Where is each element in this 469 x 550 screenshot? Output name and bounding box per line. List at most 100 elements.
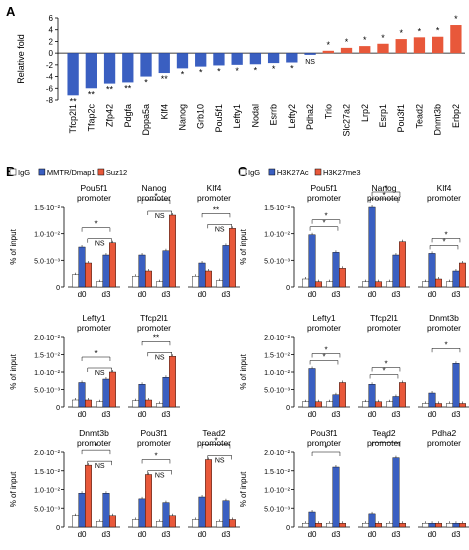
plot-title: Dnmt3b xyxy=(79,428,109,438)
bar xyxy=(222,500,230,528)
bar xyxy=(452,270,460,288)
a-category-label: Slc27a2 xyxy=(342,104,352,137)
bar xyxy=(386,401,393,408)
group-label: d0 xyxy=(308,530,317,539)
a-category-label: Nanog xyxy=(177,104,187,131)
group-label: d3 xyxy=(452,530,461,539)
group-label: d0 xyxy=(308,410,317,419)
a-y-tick-label: 4 xyxy=(49,26,54,35)
significance-label: NS xyxy=(95,370,105,377)
bar xyxy=(392,254,400,288)
bar xyxy=(78,493,86,528)
bar xyxy=(315,281,322,288)
legend-swatch xyxy=(239,168,247,176)
a-category-label: Dppa5a xyxy=(141,104,151,136)
significance-label: * xyxy=(94,349,97,358)
y-tick-label: 1.0·10⁻² xyxy=(34,370,61,377)
bar xyxy=(446,403,453,408)
significance-label: NS xyxy=(95,463,105,470)
significance-label: NS xyxy=(95,241,105,248)
a-significance: * xyxy=(254,65,258,75)
y-tick-label: 0 xyxy=(56,285,60,292)
significance-label: * xyxy=(154,452,157,461)
bar xyxy=(435,523,442,528)
group-label: d3 xyxy=(392,530,401,539)
group-label: d0 xyxy=(368,290,377,299)
y-tick-label: 5.0·10⁻³ xyxy=(264,258,291,265)
a-bar xyxy=(67,53,79,96)
a-significance: * xyxy=(381,33,385,43)
a-category-label: Zfp42 xyxy=(105,104,115,127)
a-category-label: Tfcp2l1 xyxy=(68,104,78,134)
y-tick-label: 1.0·10⁻² xyxy=(34,232,61,239)
a-significance: * xyxy=(144,78,148,88)
bar xyxy=(72,274,79,288)
a-category-label: Lrp2 xyxy=(360,104,370,122)
a-significance: * xyxy=(363,35,367,45)
bar xyxy=(422,281,429,288)
significance-bracket xyxy=(147,352,172,357)
group-label: d0 xyxy=(78,290,87,299)
significance-bracket xyxy=(87,238,112,243)
significance-label: NS xyxy=(215,226,225,233)
plot-title: Tfcp2l1 xyxy=(140,313,168,323)
legend-label: MMTR/Dmap1 xyxy=(47,168,96,177)
significance-bracket xyxy=(371,442,401,447)
a-category-label: Tfap2c xyxy=(86,104,96,132)
bar xyxy=(72,399,79,408)
significance-bracket xyxy=(309,360,339,365)
group-label: d3 xyxy=(452,410,461,419)
group-label: d0 xyxy=(138,290,147,299)
bar xyxy=(138,384,146,408)
bar xyxy=(205,459,212,528)
significance-bracket xyxy=(431,238,461,243)
y-tick-label: 5.0·10⁻³ xyxy=(264,388,291,395)
bar xyxy=(362,523,369,528)
bar xyxy=(132,519,139,528)
bar xyxy=(326,281,333,288)
a-significance: * xyxy=(327,40,331,50)
y-axis-label: % of input xyxy=(239,228,248,264)
bar xyxy=(205,270,212,288)
group-label: d0 xyxy=(138,530,147,539)
a-bar xyxy=(85,53,97,89)
y-tick-label: 2.0·10⁻² xyxy=(264,450,291,457)
y-tick-label: 5.0·10⁻³ xyxy=(34,506,61,513)
bar xyxy=(302,278,309,288)
significance-label: * xyxy=(214,437,217,446)
a-bar xyxy=(195,53,207,67)
y-tick-label: 2.0·10⁻² xyxy=(34,335,61,342)
a-bar xyxy=(432,36,444,54)
plot-title: Klf4 xyxy=(437,183,452,193)
plot-title: Tead2 xyxy=(372,428,395,438)
bar xyxy=(332,466,340,528)
a-y-tick-label: 6 xyxy=(49,14,54,23)
bar xyxy=(156,281,163,288)
a-category-label: Erbp2 xyxy=(451,104,461,128)
legend-label: H3K27Ac xyxy=(277,168,309,177)
y-axis-label: % of input xyxy=(9,353,18,389)
significance-label: * xyxy=(384,360,387,369)
bar xyxy=(85,399,92,408)
y-tick-label: 1.5·10⁻² xyxy=(264,469,291,476)
plot-title: Pou5f1 xyxy=(311,183,338,193)
group-label: d3 xyxy=(222,290,231,299)
a-category-label: Dnmt3b xyxy=(433,104,443,136)
plot-title: Pou3f1 xyxy=(141,428,168,438)
a-significance: * xyxy=(418,26,422,36)
a-bar xyxy=(103,53,116,84)
y-tick-label: 1.5·10⁻² xyxy=(34,353,61,360)
significance-label: * xyxy=(324,212,327,221)
y-tick-label: 0 xyxy=(286,405,290,412)
plot-title: promoter xyxy=(367,438,401,448)
y-tick-label: 5.0·10⁻³ xyxy=(34,388,61,395)
bar xyxy=(85,262,92,288)
significance-label: * xyxy=(324,346,327,355)
y-tick-label: 1.5·10⁻² xyxy=(34,205,61,212)
significance-bracket xyxy=(311,353,341,358)
bar xyxy=(375,401,382,408)
bar xyxy=(198,496,206,528)
a-significance: NS xyxy=(305,59,315,66)
legend-swatch xyxy=(38,168,46,176)
